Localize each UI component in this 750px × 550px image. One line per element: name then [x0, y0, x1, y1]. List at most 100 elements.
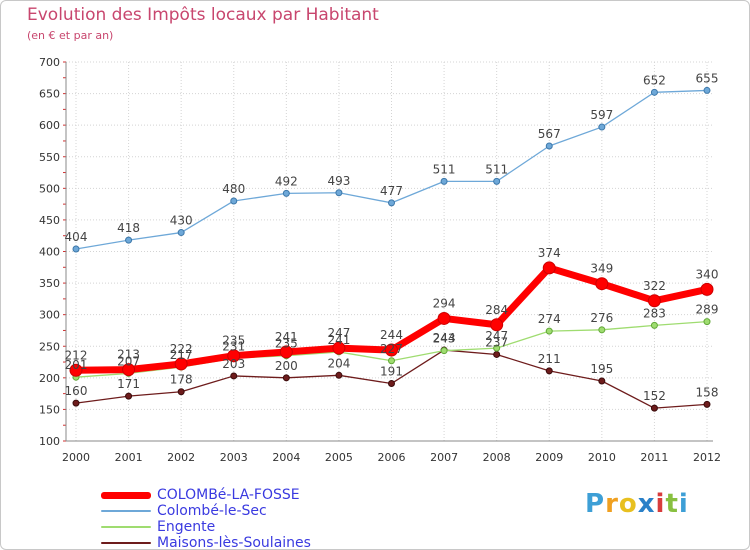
data-label: 158: [696, 385, 719, 399]
y-tick-label: 700: [39, 56, 60, 69]
data-label: 374: [538, 246, 561, 260]
data-label: 213: [117, 348, 140, 362]
data-label: 237: [485, 335, 508, 349]
x-tick-label: 2000: [62, 451, 90, 464]
data-point: [595, 277, 609, 291]
data-point: [279, 345, 293, 359]
data-point: [388, 199, 395, 207]
x-tick-label: 2006: [378, 451, 406, 464]
x-tick-label: 2009: [535, 451, 563, 464]
legend-swatch: [101, 491, 151, 499]
logo-letter: r: [605, 489, 619, 519]
x-tick-label: 2001: [115, 451, 143, 464]
data-point: [647, 294, 661, 308]
data-point: [227, 349, 241, 363]
data-label: 241: [275, 330, 298, 344]
data-point: [598, 377, 606, 385]
data-point: [598, 123, 606, 131]
data-point: [440, 177, 448, 185]
legend-label: Colombé-le-Sec: [157, 503, 267, 519]
data-label: 597: [590, 108, 613, 122]
data-label: 274: [538, 312, 561, 326]
data-label: 284: [485, 303, 508, 317]
data-point: [542, 261, 556, 275]
logo-letter: o: [618, 489, 638, 519]
y-tick-label: 400: [39, 246, 60, 259]
data-label: 160: [65, 384, 88, 398]
data-label: 244: [380, 328, 403, 342]
legend-swatch: [101, 542, 151, 544]
data-label: 247: [485, 329, 508, 343]
data-point: [545, 142, 553, 150]
data-point: [335, 371, 343, 379]
data-label: 655: [696, 71, 719, 85]
legend-label: Engente: [157, 519, 216, 535]
y-tick-label: 450: [39, 214, 60, 227]
data-label: 227: [380, 342, 403, 356]
y-tick-label: 100: [39, 435, 60, 448]
data-point: [388, 380, 395, 388]
data-point: [437, 311, 451, 325]
data-label: 492: [275, 174, 298, 188]
logo-letter: i: [678, 489, 689, 519]
logo-letter: x: [637, 489, 656, 519]
data-point: [332, 341, 346, 355]
data-point: [700, 282, 714, 296]
data-point: [493, 350, 501, 358]
data-label: 222: [170, 342, 193, 356]
data-label: 207: [117, 354, 140, 368]
x-tick-label: 2003: [220, 451, 248, 464]
data-point: [385, 343, 398, 357]
series-0: [69, 261, 714, 377]
data-label: 241: [327, 333, 350, 347]
logo-letter: i: [655, 489, 666, 519]
data-point: [230, 372, 238, 380]
data-point: [72, 399, 80, 407]
x-tick-label: 2010: [588, 451, 616, 464]
data-point: [650, 404, 658, 412]
data-label: 212: [65, 348, 88, 362]
x-tick-label: 2012: [693, 451, 721, 464]
data-label: 283: [643, 306, 666, 320]
y-tick-label: 150: [39, 403, 60, 416]
data-point: [282, 189, 290, 197]
y-tick-label: 600: [39, 119, 60, 132]
data-point: [545, 367, 553, 375]
legend-label: Maisons-lès-Soulaines: [157, 535, 311, 550]
data-label: 191: [380, 365, 403, 379]
data-point: [122, 363, 136, 377]
data-point: [335, 189, 343, 197]
data-label: 195: [590, 362, 613, 376]
data-label: 243: [433, 332, 456, 346]
data-point: [72, 245, 80, 253]
data-label: 477: [380, 184, 403, 198]
legend-label: COLOMBé-LA-FOSSE: [157, 487, 300, 503]
y-tick-label: 250: [39, 340, 60, 353]
data-label: 493: [327, 174, 350, 188]
legend-swatch: [101, 526, 151, 528]
data-point: [650, 321, 658, 329]
data-label: 152: [643, 389, 666, 403]
data-label: 322: [643, 279, 666, 293]
y-tick-label: 550: [39, 151, 60, 164]
data-label: 211: [538, 352, 561, 366]
data-label: 201: [65, 358, 88, 372]
data-point: [177, 388, 185, 396]
y-tick-label: 500: [39, 182, 60, 195]
data-point: [388, 357, 395, 365]
data-label: 231: [222, 339, 245, 353]
data-label: 235: [275, 337, 298, 351]
data-point: [230, 197, 238, 205]
logo-letter: t: [665, 489, 679, 519]
data-point: [598, 326, 606, 334]
data-point: [125, 392, 133, 400]
data-point: [282, 374, 290, 382]
data-point: [493, 177, 501, 185]
data-label: 430: [170, 214, 193, 228]
data-point: [650, 88, 658, 96]
data-label: 244: [433, 331, 456, 345]
data-label: 200: [275, 359, 298, 373]
data-label: 217: [170, 348, 193, 362]
data-label: 652: [643, 73, 666, 87]
